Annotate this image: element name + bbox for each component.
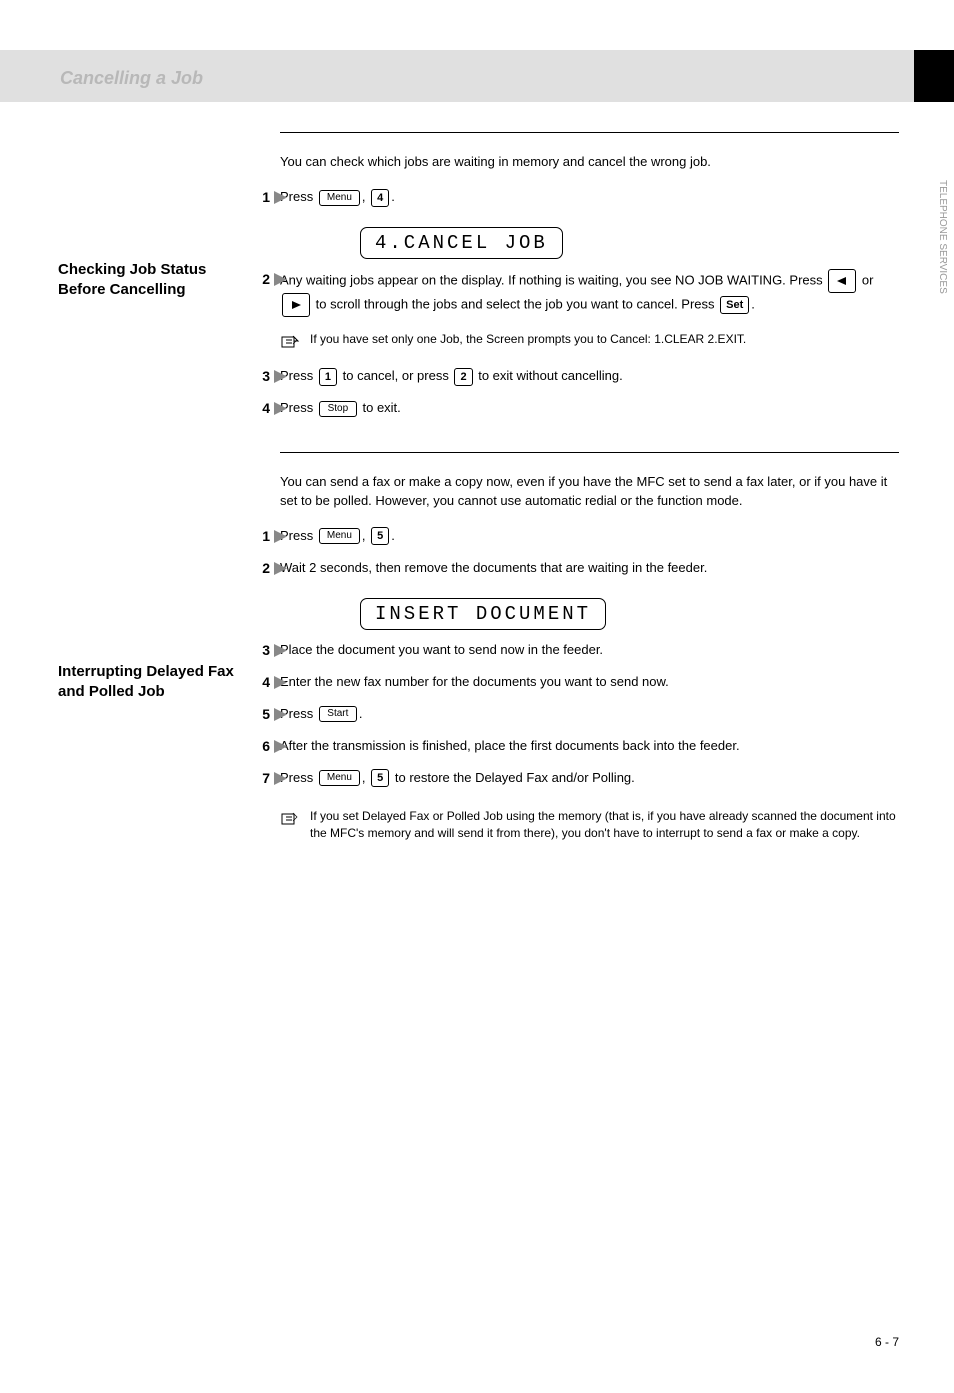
step-arrow-icon	[274, 273, 287, 291]
step-arrow-icon	[274, 740, 287, 758]
step-text: After the transmission is finished, plac…	[280, 736, 899, 756]
section2-intro: You can send a fax or make a copy now, e…	[280, 473, 899, 509]
section1-divider	[280, 132, 899, 133]
header-band: Cancelling a Job	[0, 50, 954, 102]
step-text: Place the document you want to send now …	[280, 640, 899, 660]
lcd-insert-document: INSERT DOCUMENT	[360, 598, 606, 630]
section2-divider	[280, 452, 899, 453]
step-text: Press 1 to cancel, or press 2 to exit wi…	[280, 366, 899, 386]
start-key: Start	[319, 706, 357, 722]
section1-step4: 4 Press Stop to exit.	[280, 398, 899, 424]
step-arrow-icon	[274, 708, 287, 726]
section1-heading-line1: Checking Job Status	[58, 261, 206, 278]
step-text: Press Stop to exit.	[280, 398, 899, 418]
section1-heading: Checking Job Status Before Cancelling	[58, 260, 258, 301]
note-icon	[280, 810, 300, 843]
section2-step1: 1 Press Menu, 5.	[280, 526, 899, 552]
section1-step1: 1 Press Menu, 4.	[280, 187, 899, 213]
step-arrow-icon	[274, 191, 287, 209]
digit-5-key: 5	[371, 527, 389, 545]
step-text: Press Menu, 4.	[280, 187, 899, 207]
digit-1-key: 1	[319, 368, 337, 386]
section1-step2: 2 Any waiting jobs appear on the display…	[280, 269, 899, 317]
section2: You can send a fax or make a copy now, e…	[280, 452, 899, 842]
section2-heading: Interrupting Delayed Fax and Polled Job	[58, 662, 258, 703]
step-text: Press Menu, 5 to restore the Delayed Fax…	[280, 768, 899, 788]
page-title: Cancelling a Job	[60, 68, 203, 89]
section2-step4: 4 Enter the new fax number for the docum…	[280, 672, 899, 698]
section2-step2: 2 Wait 2 seconds, then remove the docume…	[280, 558, 899, 584]
step-text: Wait 2 seconds, then remove the document…	[280, 558, 899, 578]
section2-note: If you set Delayed Fax or Polled Job usi…	[280, 808, 899, 843]
step-arrow-icon	[274, 530, 287, 548]
digit-2-key: 2	[454, 368, 472, 386]
content-area: You can check which jobs are waiting in …	[0, 132, 954, 843]
section2-step6: 6 After the transmission is finished, pl…	[280, 736, 899, 762]
side-tab-label: TELEPHONE SERVICES	[937, 180, 948, 294]
section2-heading-text: Interrupting Delayed Fax and Polled Job	[58, 663, 234, 700]
step-number: 3	[250, 642, 270, 658]
section1-intro: You can check which jobs are waiting in …	[280, 153, 899, 171]
section2-step7: 7 Press Menu, 5 to restore the Delayed F…	[280, 768, 899, 794]
lcd-cancel-job: 4.CANCEL JOB	[360, 227, 563, 259]
step-number: 1	[250, 189, 270, 205]
section1-step3: 3 Press 1 to cancel, or press 2 to exit …	[280, 366, 899, 392]
step-arrow-icon	[274, 402, 287, 420]
step-number: 4	[250, 400, 270, 416]
step-arrow-icon	[274, 772, 287, 790]
menu-key: Menu	[319, 770, 360, 786]
digit-5-key: 5	[371, 769, 389, 787]
step-arrow-icon	[274, 562, 287, 580]
step-number: 4	[250, 674, 270, 690]
step-text: Press Menu, 5.	[280, 526, 899, 546]
set-key: Set	[720, 296, 749, 314]
page-number: 6 - 7	[875, 1335, 899, 1349]
step-text: Any waiting jobs appear on the display. …	[280, 269, 899, 317]
page-tab-black	[914, 50, 954, 102]
section1-note: If you have set only one Job, the Screen…	[280, 331, 899, 356]
section1-heading-line2: Before Cancelling	[58, 281, 186, 298]
note-text: If you set Delayed Fax or Polled Job usi…	[310, 808, 899, 843]
section2-step3: 3 Place the document you want to send no…	[280, 640, 899, 666]
stop-key: Stop	[319, 401, 357, 417]
note-text: If you have set only one Job, the Screen…	[310, 331, 746, 356]
step-arrow-icon	[274, 370, 287, 388]
step-number: 2	[250, 560, 270, 576]
left-arrow-key	[828, 269, 856, 293]
digit-4-key: 4	[371, 189, 389, 207]
section2-step5: 5 Press Start.	[280, 704, 899, 730]
menu-key: Menu	[319, 190, 360, 206]
step-text: Press Start.	[280, 704, 899, 724]
step-number: 3	[250, 368, 270, 384]
menu-key: Menu	[319, 528, 360, 544]
step-text: Enter the new fax number for the documen…	[280, 672, 899, 692]
step-number: 1	[250, 528, 270, 544]
step-number: 7	[250, 770, 270, 786]
step-number: 6	[250, 738, 270, 754]
step-arrow-icon	[274, 676, 287, 694]
step-number: 5	[250, 706, 270, 722]
note-icon	[280, 333, 300, 356]
step-number: 2	[250, 271, 270, 287]
right-arrow-key	[282, 293, 310, 317]
step-arrow-icon	[274, 644, 287, 662]
